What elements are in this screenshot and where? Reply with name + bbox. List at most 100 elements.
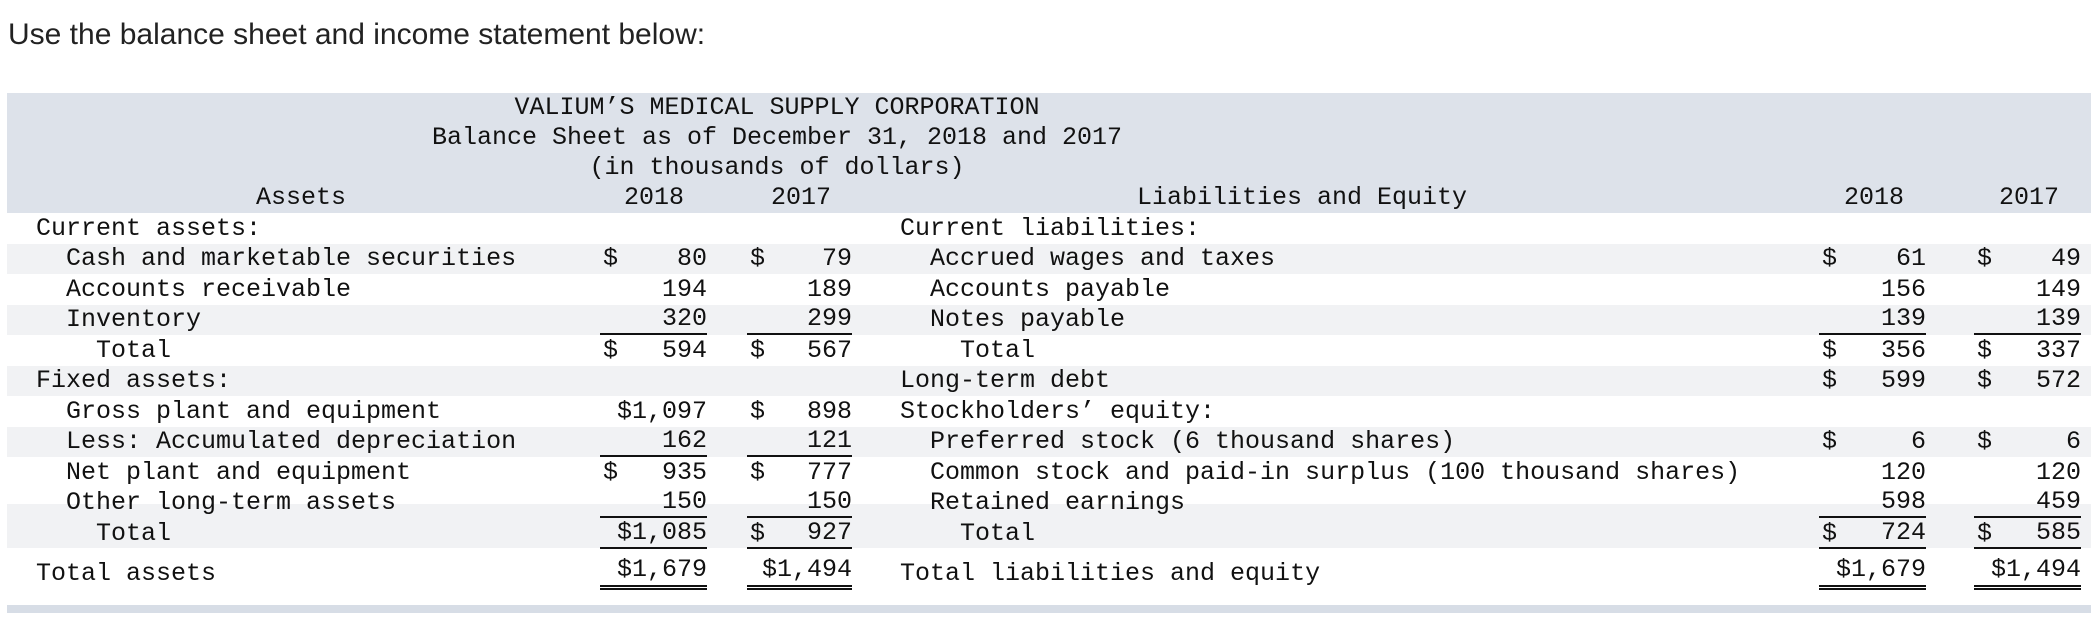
long-term-debt-2018: 599 (1880, 366, 1926, 395)
footer-band (7, 605, 2091, 613)
net-plant-2017-dollar: $ (750, 458, 766, 487)
accounts-payable-label: Accounts payable (930, 275, 1171, 304)
preferred-stock-2018-dollar: $ (1822, 427, 1838, 456)
preferred-stock-label: Preferred stock (6 thousand shares) (930, 427, 1456, 456)
accounts-payable-2018: 156 (1880, 275, 1926, 304)
long-term-debt-2017-dollar: $ (1977, 366, 1993, 395)
row-band (7, 305, 2091, 335)
inventory-label: Inventory (66, 305, 202, 334)
gross-plant-2017: 898 (806, 397, 852, 426)
preferred-stock-2017: 6 (2065, 427, 2081, 456)
gross-plant-2017-dollar: $ (750, 397, 766, 426)
total-liabilities-equity-label: Total liabilities and equity (900, 559, 1321, 588)
current-liabilities-total-2018: 356 (1880, 336, 1926, 365)
retained-earnings-2018: 598 (1819, 487, 1926, 518)
current-assets-total-2018: 594 (661, 336, 707, 365)
row-band (7, 366, 2091, 396)
fixed-assets-heading: Fixed assets: (36, 366, 232, 395)
total-liabilities-equity-2017: $1,494 (1974, 554, 2081, 590)
other-lt-assets-2017: 150 (747, 487, 852, 518)
preferred-stock-2018: 6 (1910, 427, 1926, 456)
cash-label: Cash and marketable securities (66, 244, 517, 273)
common-stock-label: Common stock and paid-in surplus (100 th… (930, 458, 1741, 487)
row-band (7, 244, 2091, 274)
current-assets-total-2018-dollar: $ (603, 336, 619, 365)
company-name: VALIUM’S MEDICAL SUPPLY CORPORATION (514, 93, 1040, 122)
current-assets-heading: Current assets: (36, 214, 262, 243)
balance-sheet-table: VALIUM’S MEDICAL SUPPLY CORPORATION Bala… (7, 93, 2091, 613)
notes-payable-2018: 139 (1819, 304, 1926, 335)
total-assets-2018: $1,679 (600, 554, 707, 590)
retained-earnings-2017: 459 (1974, 487, 2081, 518)
depreciation-2017: 121 (747, 426, 852, 457)
gross-plant-label: Gross plant and equipment (66, 397, 442, 426)
receivables-2018: 194 (661, 275, 707, 304)
liab-year-2017-header: 2017 (1998, 183, 2059, 212)
current-assets-total-2017: 567 (806, 336, 852, 365)
fixed-assets-total-2017: 927 (747, 518, 852, 549)
statement-title: Balance Sheet as of December 31, 2018 an… (431, 123, 1123, 152)
depreciation-2018: 162 (600, 426, 707, 457)
fixed-assets-total-label: Total (96, 519, 172, 548)
common-stock-2017: 120 (2035, 458, 2081, 487)
equity-total-2018-dollar: $ (1822, 519, 1838, 548)
depreciation-label: Less: Accumulated depreciation (66, 427, 517, 456)
notes-payable-2017: 139 (1974, 304, 2081, 335)
receivables-label: Accounts receivable (66, 275, 352, 304)
cash-2017-dollar: $ (750, 244, 766, 273)
row-band (7, 427, 2091, 457)
total-assets-2017: $1,494 (747, 554, 852, 590)
notes-payable-label: Notes payable (930, 305, 1126, 334)
current-assets-total-2017-dollar: $ (750, 336, 766, 365)
long-term-debt-2017: 572 (2035, 366, 2081, 395)
current-liabilities-total-label: Total (960, 336, 1036, 365)
gross-plant-2018: $1,097 (616, 397, 707, 426)
liabilities-heading: Liabilities and Equity (1136, 183, 1468, 212)
row-band (7, 504, 2091, 548)
statement-units: (in thousands of dollars) (589, 153, 965, 182)
accounts-payable-2017: 149 (2035, 275, 2081, 304)
net-plant-label: Net plant and equipment (66, 458, 412, 487)
net-plant-2018-dollar: $ (603, 458, 619, 487)
accrued-wages-2017-dollar: $ (1977, 244, 1993, 273)
preferred-stock-2017-dollar: $ (1977, 427, 1993, 456)
other-lt-assets-label: Other long-term assets (66, 488, 397, 517)
total-liabilities-equity-2018: $1,679 (1819, 554, 1926, 590)
common-stock-2018: 120 (1880, 458, 1926, 487)
assets-year-2018-header: 2018 (623, 183, 684, 212)
accrued-wages-2017: 49 (2050, 244, 2081, 273)
liab-year-2018-header: 2018 (1843, 183, 1904, 212)
equity-total-label: Total (960, 519, 1036, 548)
receivables-2017: 189 (806, 275, 852, 304)
assets-year-2017-header: 2017 (770, 183, 831, 212)
inventory-2018: 320 (600, 304, 707, 335)
intro-text: Use the balance sheet and income stateme… (8, 18, 706, 51)
other-lt-assets-2018: 150 (600, 487, 707, 518)
accrued-wages-2018-dollar: $ (1822, 244, 1838, 273)
long-term-debt-2018-dollar: $ (1822, 366, 1838, 395)
current-liabilities-total-2017-dollar: $ (1977, 336, 1993, 365)
accrued-wages-label: Accrued wages and taxes (930, 244, 1276, 273)
assets-heading: Assets (255, 183, 346, 212)
net-plant-2018: 935 (661, 458, 707, 487)
equity-total-2017: 585 (1974, 518, 2081, 549)
accrued-wages-2018: 61 (1895, 244, 1926, 273)
cash-2018: 80 (676, 244, 707, 273)
retained-earnings-label: Retained earnings (930, 488, 1186, 517)
current-assets-total-label: Total (96, 336, 172, 365)
current-liabilities-heading: Current liabilities: (900, 214, 1201, 243)
current-liabilities-total-2017: 337 (2035, 336, 2081, 365)
fixed-assets-total-2018: $1,085 (600, 518, 707, 549)
inventory-2017: 299 (747, 304, 852, 335)
stockholders-equity-heading: Stockholders’ equity: (900, 397, 1216, 426)
equity-total-2018: 724 (1819, 518, 1926, 549)
total-assets-label: Total assets (36, 559, 217, 588)
long-term-debt-label: Long-term debt (900, 366, 1111, 395)
net-plant-2017: 777 (806, 458, 852, 487)
current-liabilities-total-2018-dollar: $ (1822, 336, 1838, 365)
fixed-assets-total-2017-dollar: $ (750, 519, 766, 548)
equity-total-2017-dollar: $ (1977, 519, 1993, 548)
cash-2018-dollar: $ (603, 244, 619, 273)
header-band (7, 93, 2091, 213)
cash-2017: 79 (821, 244, 852, 273)
